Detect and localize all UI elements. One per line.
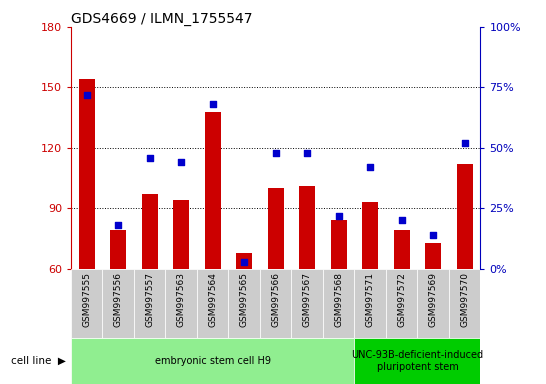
Point bbox=[240, 258, 248, 265]
Text: GSM997556: GSM997556 bbox=[114, 272, 123, 327]
Text: GSM997565: GSM997565 bbox=[240, 272, 249, 327]
Bar bbox=[165, 269, 197, 338]
Text: GSM997567: GSM997567 bbox=[302, 272, 312, 327]
Point bbox=[334, 212, 343, 218]
Point bbox=[82, 91, 91, 98]
Bar bbox=[425, 243, 441, 269]
Text: embryonic stem cell H9: embryonic stem cell H9 bbox=[155, 356, 271, 366]
Bar bbox=[103, 269, 134, 338]
Point bbox=[366, 164, 375, 170]
Bar bbox=[260, 269, 292, 338]
Bar bbox=[110, 230, 126, 269]
Bar bbox=[299, 186, 315, 269]
Bar bbox=[323, 269, 354, 338]
Bar bbox=[394, 230, 410, 269]
Text: GSM997563: GSM997563 bbox=[177, 272, 186, 327]
Bar bbox=[354, 269, 386, 338]
Bar bbox=[236, 253, 252, 269]
Text: UNC-93B-deficient-induced
pluripotent stem: UNC-93B-deficient-induced pluripotent st… bbox=[352, 350, 484, 372]
Text: GDS4669 / ILMN_1755547: GDS4669 / ILMN_1755547 bbox=[71, 12, 252, 26]
Bar bbox=[418, 269, 449, 338]
Text: GSM997564: GSM997564 bbox=[208, 272, 217, 327]
Point bbox=[429, 232, 437, 238]
Bar bbox=[71, 338, 354, 384]
Bar bbox=[449, 269, 480, 338]
Point bbox=[271, 150, 280, 156]
Bar bbox=[457, 164, 473, 269]
Bar bbox=[71, 269, 103, 338]
Text: GSM997571: GSM997571 bbox=[366, 272, 375, 327]
Bar bbox=[142, 194, 158, 269]
Point bbox=[177, 159, 186, 166]
Bar bbox=[386, 269, 418, 338]
Bar bbox=[331, 220, 347, 269]
Bar bbox=[292, 269, 323, 338]
Point bbox=[114, 222, 123, 228]
Point bbox=[209, 101, 217, 108]
Bar bbox=[228, 269, 260, 338]
Bar bbox=[79, 79, 94, 269]
Point bbox=[397, 217, 406, 223]
Text: GSM997555: GSM997555 bbox=[82, 272, 91, 327]
Text: GSM997570: GSM997570 bbox=[460, 272, 469, 327]
Text: GSM997566: GSM997566 bbox=[271, 272, 280, 327]
Bar bbox=[134, 269, 165, 338]
Text: GSM997568: GSM997568 bbox=[334, 272, 343, 327]
Text: cell line  ▶: cell line ▶ bbox=[10, 356, 66, 366]
Point bbox=[303, 150, 312, 156]
Point bbox=[460, 140, 469, 146]
Bar bbox=[205, 112, 221, 269]
Bar bbox=[354, 338, 480, 384]
Bar bbox=[363, 202, 378, 269]
Text: GSM997572: GSM997572 bbox=[397, 272, 406, 327]
Point bbox=[145, 154, 154, 161]
Text: GSM997569: GSM997569 bbox=[429, 272, 438, 327]
Bar bbox=[197, 269, 228, 338]
Bar bbox=[174, 200, 189, 269]
Bar bbox=[268, 188, 283, 269]
Text: GSM997557: GSM997557 bbox=[145, 272, 154, 327]
